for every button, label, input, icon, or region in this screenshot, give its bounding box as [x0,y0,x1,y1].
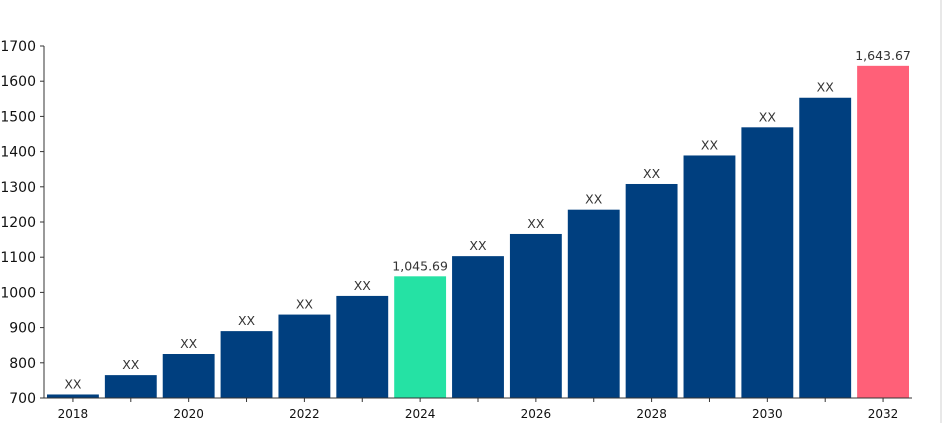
bars-layer [47,65,909,399]
bar-2023 [336,295,389,398]
data-label-2030: XX [759,109,777,124]
bar-2028 [625,183,678,398]
data-label-2021: XX [238,313,256,328]
bar-2025 [452,256,504,398]
data-label-2027: XX [585,192,603,207]
bar-2029 [683,155,736,398]
x-axis-ticks: 2018 2020 2022 2024 2026 2028 2030 2032 [58,398,899,421]
bar-2032 [857,65,909,399]
data-label-2018: XX [64,376,82,391]
data-label-2023: XX [354,278,372,293]
data-label-2031: XX [817,80,835,95]
bar-2019 [104,375,157,398]
x-tick-label: 2026 [521,407,552,421]
bar-2024 [394,276,447,398]
x-tick-label: 2028 [636,407,667,421]
x-tick-label: 2022 [289,407,320,421]
x-tick-label: 2032 [868,407,899,421]
y-tick-label: 700 [9,391,36,407]
x-tick-label: 2024 [405,407,436,421]
bar-2018 [47,394,99,398]
data-label-2020: XX [180,336,198,351]
bar-2021 [220,331,273,398]
y-tick-label: 1400 [0,145,36,161]
data-label-2029: XX [701,137,719,152]
x-tick-label: 2020 [173,407,204,421]
y-tick-label: 1200 [0,215,36,231]
x-tick-label: 2018 [58,407,89,421]
x-tick-label: 2030 [752,407,783,421]
y-tick-label: 1100 [0,250,36,266]
data-label-2028: XX [643,166,661,181]
bar-2030 [741,127,794,398]
bar-2020 [162,354,215,398]
bar-2027 [567,209,620,398]
y-tick-label: 1000 [0,285,36,301]
y-axis-ticks: 700 800 900 1000 1100 1200 1300 1400 1500 1600 170… [0,39,44,407]
bar-2022 [278,314,331,398]
data-label-2024: 1,045.69 [392,258,448,273]
y-tick-label: 1300 [0,180,36,196]
y-tick-label: 1500 [0,109,36,125]
data-label-2022: XX [296,297,314,312]
y-tick-label: 1700 [0,39,36,55]
y-tick-label: 900 [9,321,36,337]
data-label-2032: 1,643.67 [855,48,911,63]
data-label-2025: XX [469,238,487,253]
data-label-2019: XX [122,357,140,372]
data-label-2026: XX [527,216,545,231]
bar-2026 [509,233,562,398]
y-tick-label: 1600 [0,74,36,90]
bar-2031 [799,97,852,398]
data-labels-layer: XX XX XX XX XX XX 1,045.69 XX XX XX XX XX XX XX 1,643.… [64,48,911,392]
y-tick-label: 800 [9,356,36,372]
